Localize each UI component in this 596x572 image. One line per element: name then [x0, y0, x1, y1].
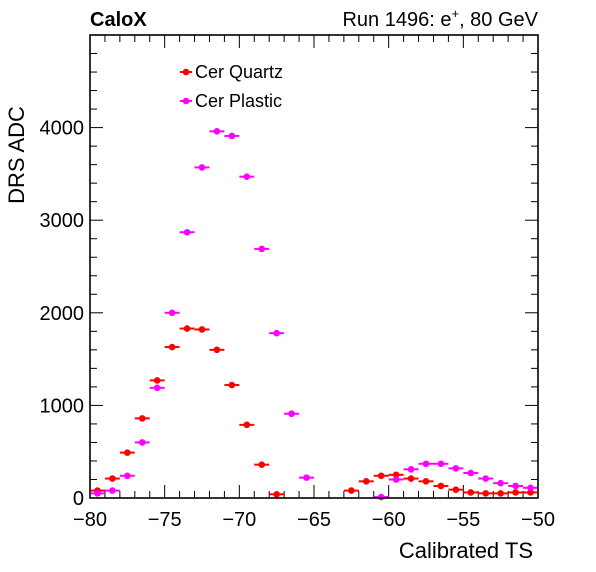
data-point	[138, 415, 146, 422]
x-axis-label: Calibrated TS	[399, 538, 533, 563]
data-point	[168, 309, 176, 317]
data-point	[124, 449, 131, 456]
data-point	[213, 128, 221, 135]
legend-entry: Cer Quartz	[180, 62, 283, 82]
y-tick-label: 1000	[40, 395, 85, 417]
plot-frame	[89, 34, 539, 499]
legend-label: Cer Plastic	[195, 91, 282, 111]
data-point	[258, 461, 266, 468]
data-point	[258, 245, 266, 253]
x-tick-label: −50	[521, 509, 555, 531]
data-point	[303, 474, 310, 481]
data-point	[467, 489, 475, 496]
data-point	[467, 469, 475, 477]
y-tick-label: 3000	[40, 210, 85, 232]
data-point	[94, 490, 101, 497]
data-point	[422, 478, 430, 485]
x-tick-label: −70	[222, 509, 256, 531]
run-info-suffix: , 80 GeV	[459, 9, 539, 31]
run-info-superscript: +	[451, 6, 459, 21]
data-point	[168, 343, 176, 351]
data-point	[362, 478, 370, 485]
data-point	[243, 421, 251, 429]
data-point	[273, 329, 280, 337]
y-tick-label: 2000	[40, 303, 85, 325]
data-point	[527, 489, 534, 496]
data-point	[124, 472, 131, 480]
data-point	[109, 475, 116, 482]
data-point	[198, 326, 206, 333]
data-point	[153, 384, 161, 392]
data-point	[109, 487, 116, 494]
data-point	[288, 410, 295, 418]
data-point	[183, 228, 191, 236]
tick-labels: −80 −75 −70 −65 −60 −55 −50 0 1000 2000 3000 4000	[40, 118, 555, 531]
data-point	[452, 486, 460, 493]
data-point	[377, 493, 385, 501]
data-point	[153, 377, 161, 384]
data-point	[183, 325, 191, 332]
x-tick-label: −60	[372, 509, 406, 531]
y-tick-label: 0	[73, 488, 84, 510]
data-point	[392, 476, 400, 483]
data-point	[198, 164, 206, 171]
data-point	[452, 465, 460, 472]
data-point	[497, 479, 504, 487]
data-point	[527, 484, 534, 492]
data-point	[482, 490, 490, 497]
legend-marker	[182, 68, 190, 76]
data-point	[138, 439, 146, 446]
data-point	[512, 489, 519, 496]
y-tick-label: 4000	[40, 118, 85, 140]
series-cer-quartz	[91, 325, 537, 498]
data-point	[228, 381, 236, 389]
x-tick-label: −65	[297, 509, 331, 531]
data-point	[482, 475, 490, 482]
x-tick-label: −80	[73, 509, 107, 531]
data-point	[213, 346, 221, 354]
data-point	[407, 475, 415, 482]
x-tick-label: −75	[148, 509, 182, 531]
data-point	[348, 487, 355, 494]
run-info-prefix: Run 1496: e	[342, 9, 451, 31]
data-point	[273, 490, 280, 498]
data-point	[228, 132, 236, 140]
legend-marker	[182, 97, 190, 105]
data-point	[377, 472, 385, 480]
x-tick-label: −55	[446, 509, 480, 531]
data-point	[243, 173, 251, 180]
data-points	[91, 128, 537, 501]
axis-ticks	[89, 34, 539, 499]
legend-entry: Cer Plastic	[180, 91, 282, 111]
data-point	[437, 460, 445, 468]
legend: Cer Quartz Cer Plastic	[180, 62, 283, 111]
data-point	[497, 490, 504, 497]
brand-label: CaloX	[90, 9, 147, 31]
data-point	[407, 465, 415, 473]
run-info-label: Run 1496: e+, 80 GeV	[342, 6, 538, 31]
data-point	[512, 482, 519, 490]
data-point	[422, 460, 430, 468]
data-point	[392, 471, 400, 479]
series-cer-plastic	[91, 128, 537, 501]
y-axis-label: DRS ADC	[4, 106, 29, 204]
data-point	[437, 482, 445, 490]
legend-label: Cer Quartz	[195, 62, 283, 82]
